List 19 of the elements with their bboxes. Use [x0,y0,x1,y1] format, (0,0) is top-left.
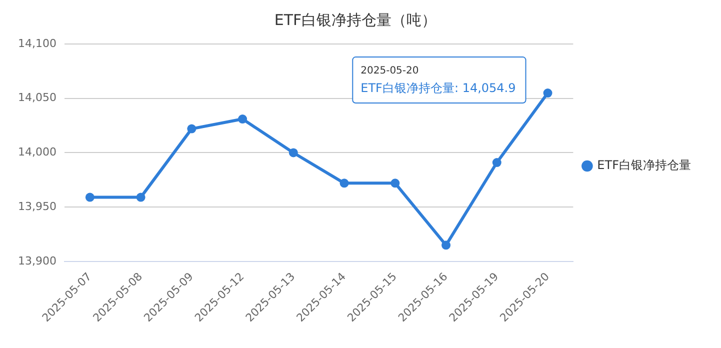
annotation: ETF白银净持仓量: 14,054.9 [360,81,516,96]
y-tick-label: 14,000 [18,146,56,159]
point [288,148,298,158]
point [543,88,552,98]
point [390,178,400,188]
legend-label: ETF白银净持仓量 [597,158,692,172]
point [187,124,196,134]
point [492,158,502,168]
y-tick-label: 14,050 [18,91,56,104]
point [85,192,94,202]
point [340,178,349,188]
point [136,192,146,202]
point [442,240,451,250]
annotation: 2025-05-20 [360,66,419,77]
chart-title: ETF白银净持仓量（吨） [274,10,437,29]
y-tick-label: 13,950 [18,200,56,213]
point [238,114,248,124]
y-tick-label: 14,100 [18,36,56,50]
y-tick-label: 13,900 [18,254,56,268]
